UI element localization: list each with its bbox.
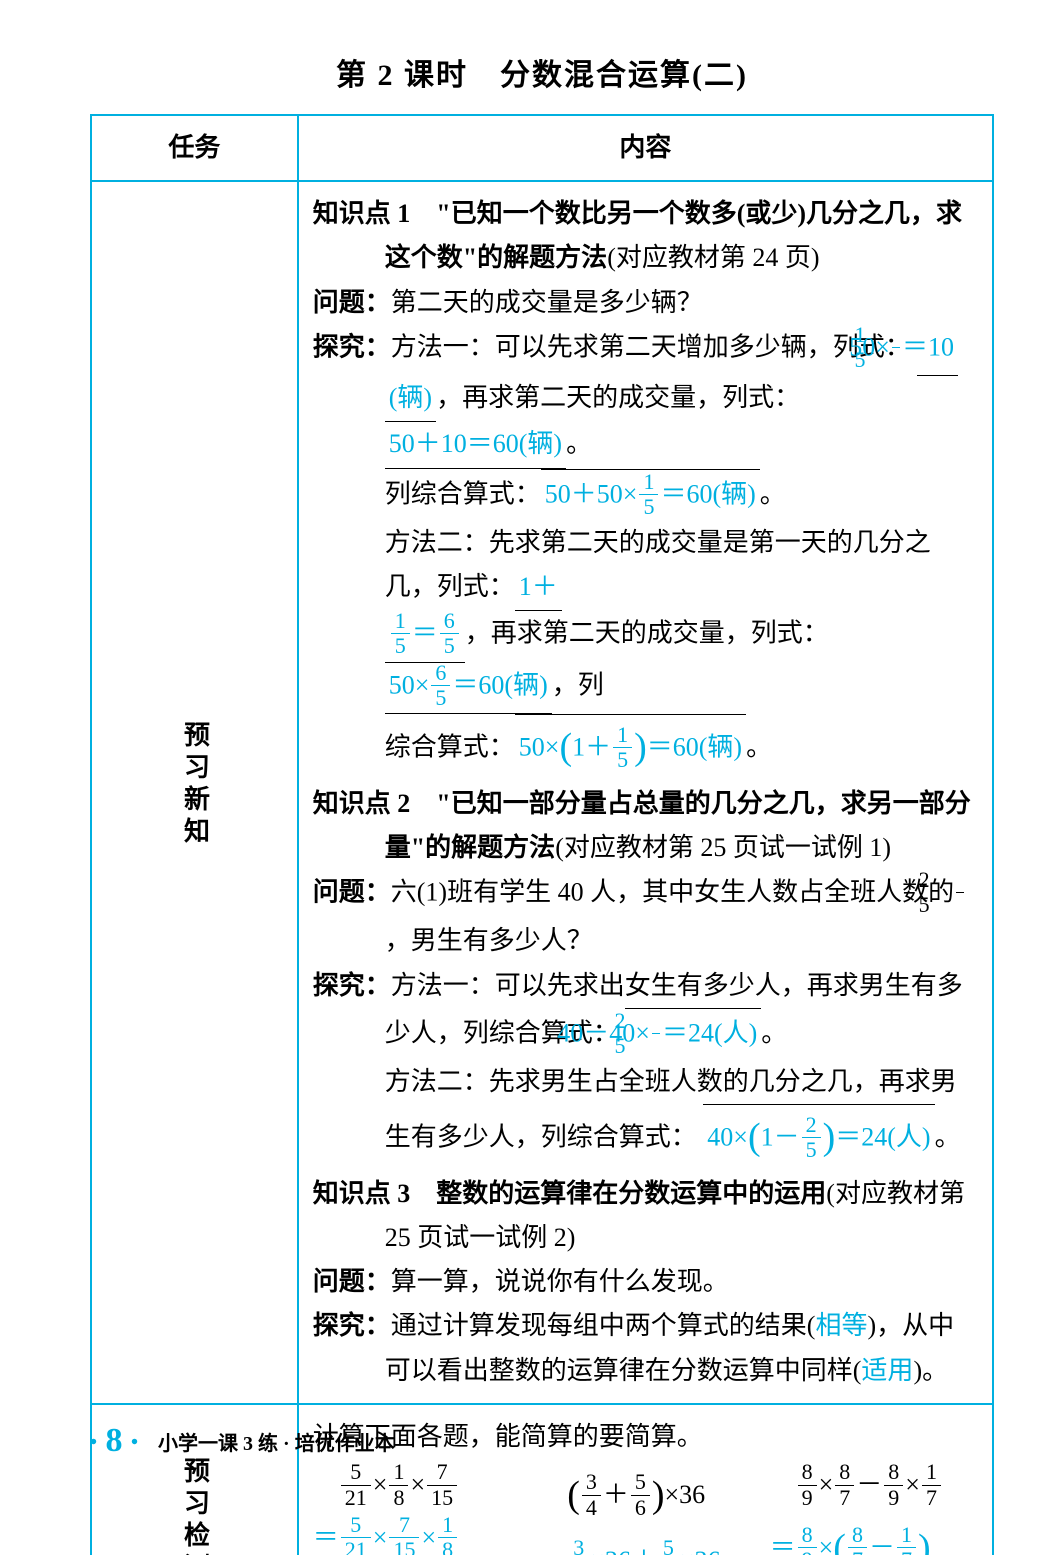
kp2-heading: 知识点 2 "已知一部分量占总量的几分之几，求另一部分量"的解题方法(对应教材第… (313, 782, 978, 870)
row1-content: 知识点 1 "已知一个数比另一个数多(或少)几分之几，求这个数"的解题方法(对应… (298, 181, 993, 1404)
row1-label: 预习新知 (172, 721, 216, 849)
kp1-m1-comb: 列综合算式：50＋50×15＝60(辆)。 (313, 469, 978, 521)
header-content: 内容 (298, 115, 993, 181)
kp1-m2-line2: 15＝65，再求第二天的成交量，列式：50×65＝60(辆)，列 (313, 611, 978, 714)
kp3-explore: 探究：通过计算发现每组中两个算式的结果(相等)，从中可以看出整数的运算律在分数运… (313, 1304, 978, 1392)
calc-col-1: 521×18×715 ＝521×715×18 ＝172 (313, 1459, 521, 1555)
page-title: 第 2 课时 分数混合运算(二) (90, 50, 994, 94)
calc-col-3: 89×87－89×17 ＝89×(87－17) ＝89 (770, 1459, 978, 1555)
kp2-m2: 方法二：先求男生占全班人数的几分之几，再求男生有多少人，列综合算式： 40×(1… (313, 1060, 978, 1172)
kp2-question: 问题：六(1)班有学生 40 人，其中女生人数占全班人数的25，男生有多少人？ (313, 870, 978, 964)
kp2-m1: 探究：方法一：可以先求出女生有多少人，再求男生有多少人，列综合算式： 40－40… (313, 964, 978, 1061)
kp1-m1-line2: (辆)，再求第二天的成交量，列式：50＋10＝60(辆)。 (313, 376, 978, 468)
book-name: 小学一课 3 练 · 培优作业本 (158, 1427, 395, 1456)
kp1-m2-line1: 方法二：先求第二天的成交量是第一天的几分之几，列式：1＋ (313, 521, 978, 611)
kp3-question: 问题：算一算，说说你有什么发现。 (313, 1260, 978, 1304)
kp1-m2-comb: 综合算式：50×(1＋15)＝60(辆)。 (313, 714, 978, 782)
row2-content: 计算下面各题，能简算的要简算。 521×18×715 ＝521×715×18 ＝… (298, 1404, 993, 1555)
test-prompt: 计算下面各题，能简算的要简算。 (313, 1415, 978, 1459)
kp3-heading: 知识点 3 整数的运算律在分数运算中的运用(对应教材第 25 页试一试例 2) (313, 1172, 978, 1260)
page-number: • 8 • (90, 1422, 138, 1460)
main-table: 任务 内容 预习新知 知识点 1 "已知一个数比另一个数多(或少)几分之几，求这… (90, 114, 994, 1555)
kp1-question: 问题：第二天的成交量是多少辆？ (313, 281, 978, 325)
kp1-label: 知识点 1 (313, 199, 411, 228)
row1-label-cell: 预习新知 (91, 181, 298, 1404)
kp1-heading: 知识点 1 "已知一个数比另一个数多(或少)几分之几，求这个数"的解题方法(对应… (313, 192, 978, 280)
header-task: 任务 (91, 115, 298, 181)
row2-label: 预习检测 (172, 1457, 216, 1555)
kp1-explore: 探究：方法一：可以先求第二天增加多少辆，列式： 50×15＝10 (313, 325, 978, 376)
footer: • 8 • 小学一课 3 练 · 培优作业本 (90, 1422, 395, 1460)
calc-columns: 521×18×715 ＝521×715×18 ＝172 (34＋56)×36 ＝… (313, 1459, 978, 1555)
calc-col-2: (34＋56)×36 ＝34×36＋56×36 ＝57 (541, 1459, 749, 1555)
kp1-ref: (对应教材第 24 页) (607, 243, 819, 272)
